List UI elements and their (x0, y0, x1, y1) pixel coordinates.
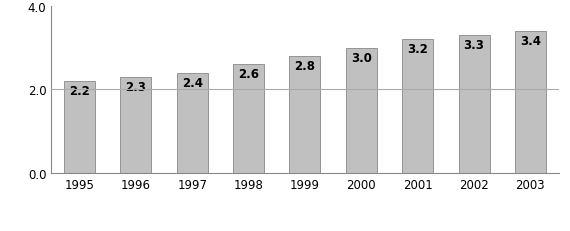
Bar (458, 36, 490, 173)
Bar (402, 40, 433, 173)
Bar (346, 49, 377, 173)
Text: 2.6: 2.6 (238, 68, 259, 81)
Text: 3.4: 3.4 (520, 35, 541, 48)
Text: 2.4: 2.4 (182, 76, 203, 89)
Bar (120, 78, 152, 173)
Text: 2.3: 2.3 (125, 81, 146, 94)
Bar (515, 32, 546, 173)
Text: 3.2: 3.2 (407, 43, 428, 56)
Text: 2.2: 2.2 (69, 85, 90, 98)
Bar (233, 65, 264, 173)
Text: 3.0: 3.0 (351, 52, 372, 64)
Bar (177, 73, 207, 173)
Text: 3.3: 3.3 (463, 39, 484, 52)
Bar (290, 57, 320, 173)
Bar (64, 82, 95, 173)
Text: 2.8: 2.8 (295, 60, 315, 73)
